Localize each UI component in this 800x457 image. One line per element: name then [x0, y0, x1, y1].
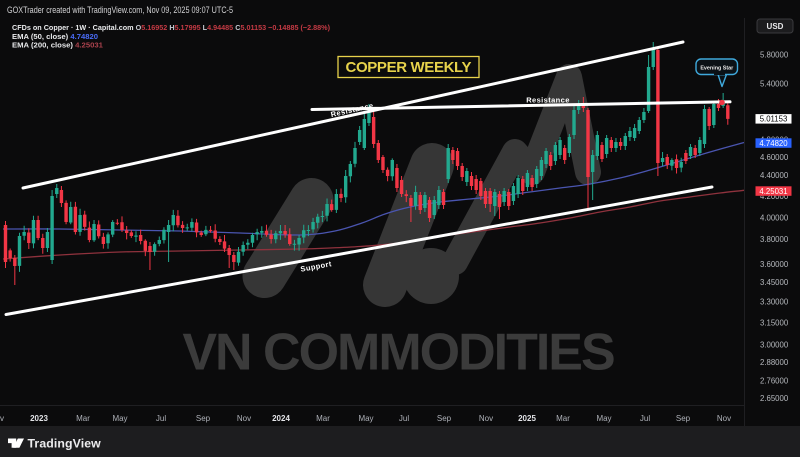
svg-text:Jul: Jul — [399, 414, 409, 423]
svg-text:2023: 2023 — [30, 414, 48, 423]
svg-text:Mar: Mar — [316, 414, 330, 423]
svg-text:Sep: Sep — [196, 414, 211, 423]
svg-text:May: May — [112, 414, 127, 423]
svg-text:Resistance: Resistance — [526, 96, 570, 105]
svg-text:Nov: Nov — [237, 414, 251, 423]
svg-text:4.25031: 4.25031 — [759, 187, 787, 196]
svg-text:5.40000: 5.40000 — [760, 79, 789, 88]
svg-text:Nov: Nov — [717, 414, 731, 423]
svg-text:5.80000: 5.80000 — [760, 51, 789, 60]
svg-text:COPPER WEEKLY: COPPER WEEKLY — [346, 59, 472, 76]
svg-text:USD: USD — [767, 22, 784, 31]
svg-text:VN COMMODITIES: VN COMMODITIES — [182, 324, 614, 382]
svg-text:Nov: Nov — [479, 414, 493, 423]
svg-text:4.20000: 4.20000 — [760, 192, 789, 201]
svg-text:Sep: Sep — [437, 414, 452, 423]
svg-text:EMA (50, close) 4.74820: EMA (50, close) 4.74820 — [12, 32, 98, 41]
svg-text:Jul: Jul — [640, 414, 650, 423]
svg-text:2024: 2024 — [272, 414, 290, 423]
svg-text:Sep: Sep — [676, 414, 691, 423]
svg-text:4.40000: 4.40000 — [760, 171, 789, 180]
svg-text:Mar: Mar — [556, 414, 570, 423]
svg-text:4.74820: 4.74820 — [759, 139, 788, 148]
svg-text:4.00000: 4.00000 — [760, 214, 789, 223]
svg-text:3.45000: 3.45000 — [760, 278, 789, 287]
svg-text:EMA (200, close) 4.25031: EMA (200, close) 4.25031 — [12, 40, 103, 49]
svg-text:TradingView: TradingView — [28, 436, 102, 450]
svg-text:GOXTrader created with Trading: GOXTrader created with TradingView.com, … — [7, 5, 233, 15]
svg-text:Evening Star: Evening Star — [700, 65, 734, 71]
svg-text:Jul: Jul — [156, 414, 166, 423]
svg-text:3.30000: 3.30000 — [760, 297, 789, 306]
svg-text:Mar: Mar — [76, 414, 90, 423]
svg-text:2.88000: 2.88000 — [760, 358, 789, 367]
svg-text:CFDs on Copper · 1W · Capital.: CFDs on Copper · 1W · Capital.com O5.169… — [12, 23, 330, 32]
svg-text:2.76000: 2.76000 — [760, 376, 789, 385]
svg-text:3.80000: 3.80000 — [760, 235, 789, 244]
svg-text:2.65000: 2.65000 — [760, 394, 789, 403]
svg-text:3.60000: 3.60000 — [760, 260, 789, 269]
svg-text:May: May — [596, 414, 611, 423]
svg-text:3.15000: 3.15000 — [760, 318, 789, 327]
svg-text:3.00000: 3.00000 — [760, 340, 789, 349]
svg-text:May: May — [358, 414, 373, 423]
svg-text:2025: 2025 — [518, 414, 536, 423]
svg-text:4.60000: 4.60000 — [760, 153, 789, 162]
svg-text:5.01153: 5.01153 — [760, 115, 788, 124]
svg-text:v: v — [0, 414, 4, 423]
